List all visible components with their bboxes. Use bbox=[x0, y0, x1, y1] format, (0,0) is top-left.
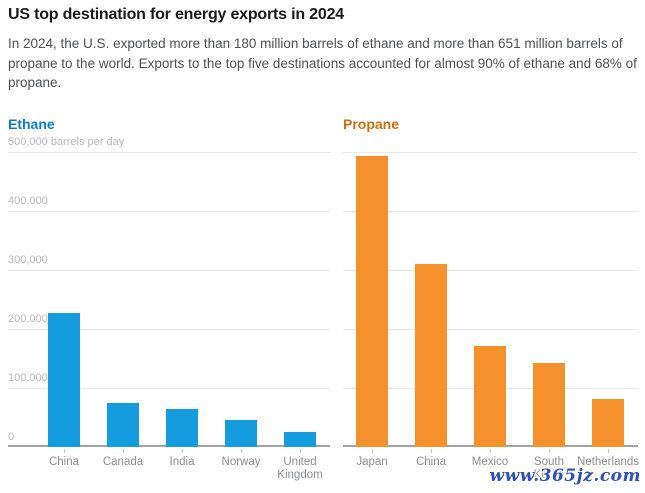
gridline bbox=[343, 270, 638, 271]
x-axis-tick bbox=[182, 449, 183, 453]
x-axis-label: South Korea bbox=[533, 456, 565, 481]
y-axis-label: 0 bbox=[8, 431, 15, 443]
watermark: www.365jz.com bbox=[489, 466, 641, 486]
x-axis-tick bbox=[372, 449, 373, 453]
x-axis-label: China bbox=[48, 456, 80, 468]
x-axis-label: Canada bbox=[102, 456, 144, 468]
gridline bbox=[343, 211, 638, 212]
bar-united-kingdom bbox=[284, 432, 316, 447]
gridline bbox=[8, 388, 330, 389]
bar-south-korea bbox=[533, 362, 565, 447]
gridline bbox=[8, 211, 330, 212]
x-axis-tick bbox=[549, 449, 550, 453]
x-axis-tick bbox=[123, 449, 124, 453]
y-axis-label: 100,000 bbox=[8, 372, 48, 384]
propane-chart: Propane Japan China Mexico South Korea Nethe… bbox=[343, 116, 639, 488]
page-title: US top destination for energy exports in… bbox=[8, 6, 344, 23]
x-axis-tick bbox=[64, 449, 65, 453]
bar-china bbox=[415, 264, 447, 447]
x-axis-label: Mexico bbox=[471, 456, 509, 468]
ethane-chart-heading: Ethane bbox=[8, 116, 55, 132]
x-axis-label: United Kingdom bbox=[277, 456, 323, 481]
x-axis-tick bbox=[490, 449, 491, 453]
bar-netherlands bbox=[592, 399, 624, 447]
bar-india bbox=[166, 409, 198, 447]
bar-japan bbox=[356, 156, 388, 447]
chart-subtitle: In 2024, the U.S. exported more than 180… bbox=[8, 36, 637, 90]
gridline bbox=[8, 152, 330, 153]
x-axis-label: Japan bbox=[356, 456, 388, 468]
y-axis-label: 200,000 bbox=[8, 313, 48, 325]
ethane-plot-area: 500,000 barrels per day 400,000 300,000 200… bbox=[8, 136, 330, 481]
gridline bbox=[8, 329, 330, 330]
x-axis-label: China bbox=[415, 456, 447, 468]
propane-chart-heading: Propane bbox=[343, 116, 400, 132]
bar-mexico bbox=[474, 345, 506, 447]
x-axis-tick bbox=[431, 449, 432, 453]
bar-norway bbox=[225, 420, 257, 447]
gridline bbox=[343, 152, 638, 153]
ethane-chart: Ethane 500,000 barrels per day 400,000 300… bbox=[8, 116, 330, 488]
y-axis-label: 500,000 barrels per day bbox=[8, 136, 125, 148]
x-axis-tick bbox=[608, 449, 609, 453]
x-axis-tick bbox=[241, 449, 242, 453]
propane-plot-area: Japan China Mexico South Korea Netherlands bbox=[343, 152, 639, 481]
x-axis-label: Norway bbox=[221, 456, 261, 468]
bar-china bbox=[48, 313, 80, 447]
gridline bbox=[8, 270, 330, 271]
x-axis-label: Netherlands bbox=[576, 456, 640, 468]
gridline bbox=[343, 329, 638, 330]
bar-canada bbox=[107, 402, 139, 447]
x-axis-tick bbox=[300, 449, 301, 453]
x-axis-label: India bbox=[169, 456, 195, 468]
y-axis-label: 400,000 bbox=[8, 195, 48, 207]
y-axis-label: 300,000 bbox=[8, 254, 48, 266]
